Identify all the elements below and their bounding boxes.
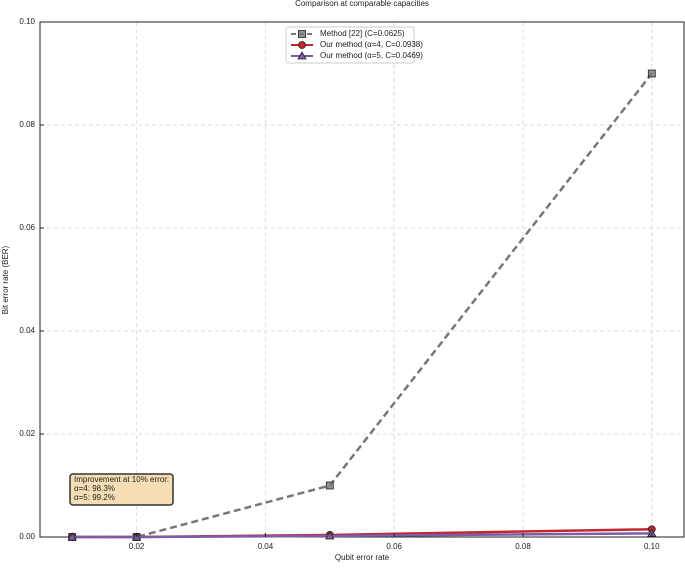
grid (40, 21, 684, 538)
legend-box (285, 26, 415, 64)
y-tick-label: 0.10 (19, 17, 35, 26)
x-tick-label: 0.08 (515, 542, 531, 551)
annotation-text: α=5: 99.2% (74, 493, 115, 502)
line (72, 72, 653, 539)
legend-label: Method [22] (C=0.0625) (320, 29, 405, 38)
marker (298, 30, 306, 38)
marker (325, 531, 335, 540)
plot (67, 69, 657, 541)
annotation-text: Improvement at 10% error: (74, 475, 169, 484)
chart-title: Comparison at comparable capacities (295, 0, 429, 8)
y-tick-label: 0.06 (19, 223, 35, 232)
legend: Method [22] (C=0.0625) Our method (α=4, C… (285, 26, 423, 64)
line (72, 532, 652, 539)
y-axis-label: Bit error rate (BER) (1, 245, 10, 314)
marker (647, 69, 656, 78)
x-axis-label: Qubit error rate (335, 553, 390, 562)
x-tick-label: 0.04 (258, 542, 274, 551)
x-tick-label: 0.02 (129, 542, 145, 551)
x-tick-label: 0.06 (386, 542, 402, 551)
marker (325, 481, 334, 490)
marker (297, 51, 307, 60)
legend-label: Our method (α=5, C=0.0469) (320, 51, 423, 60)
x-tick-label: 0.10 (644, 542, 660, 551)
legend-label: Our method (α=4, C=0.0938) (320, 40, 423, 49)
plot-frame (39, 21, 685, 538)
marker (67, 532, 77, 541)
y-tick-label: 0.00 (19, 532, 35, 541)
annotation-text: α=4: 98.3% (74, 484, 115, 493)
y-tick-label: 0.08 (19, 120, 35, 129)
y-tick-label: 0.02 (19, 429, 35, 438)
marker (298, 41, 306, 49)
y-tick-label: 0.04 (19, 326, 35, 335)
annotation-box (69, 473, 174, 506)
